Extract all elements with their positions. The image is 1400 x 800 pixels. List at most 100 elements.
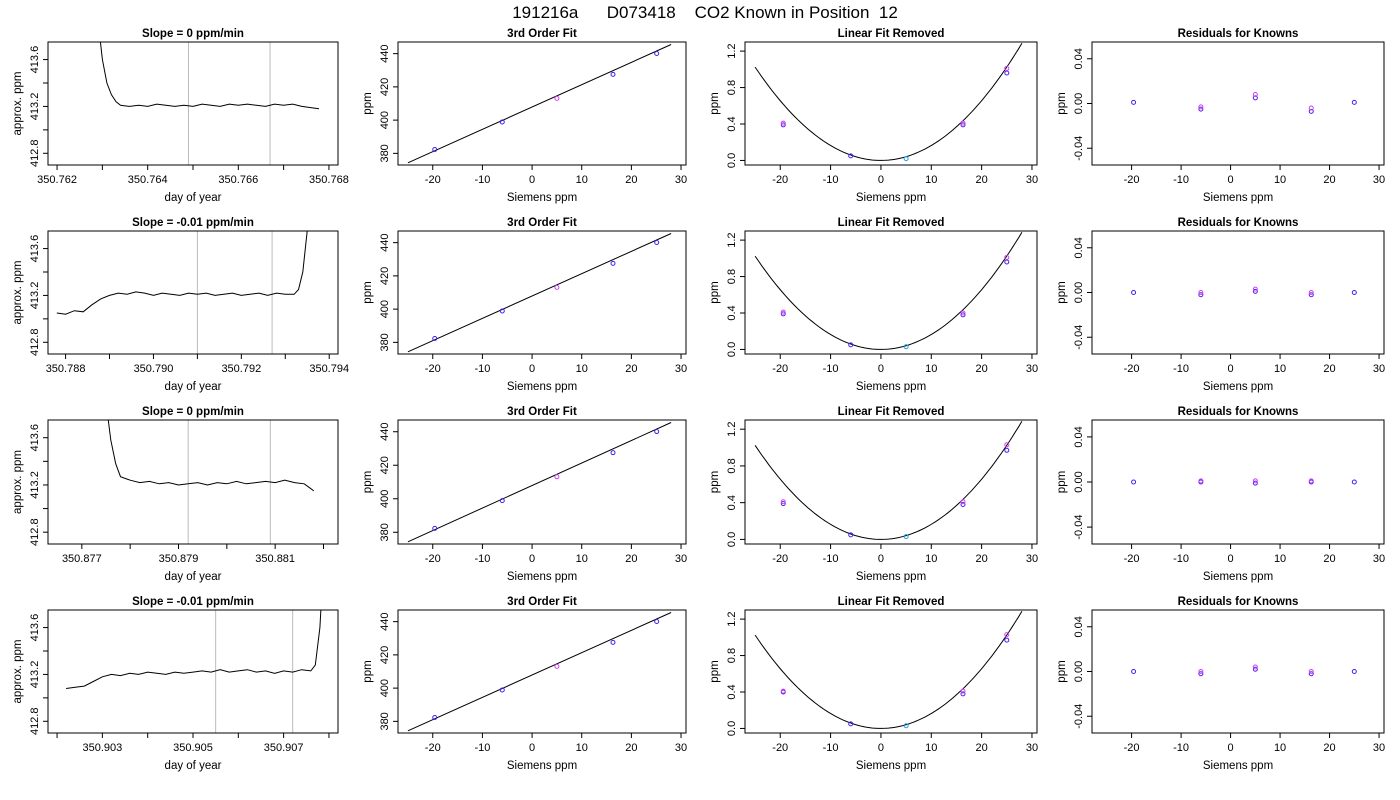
x-axis-label: Siemens ppm bbox=[1203, 192, 1273, 204]
y-tick-label: 380 bbox=[379, 333, 391, 351]
ppm-trace-line bbox=[99, 42, 320, 110]
panel-r4-c2: 3rd Order Fit -20 -10 0 10 20 30 Siemens ppm 380… bbox=[362, 596, 687, 772]
panel-title: Residuals for Knowns bbox=[1178, 28, 1299, 40]
x-tick-label: 30 bbox=[675, 363, 687, 375]
panel-frame bbox=[1091, 41, 1385, 166]
y-tick-label: 0.0 bbox=[726, 342, 738, 357]
x-axis-label: Siemens ppm bbox=[1203, 760, 1273, 772]
panel-title: Residuals for Knowns bbox=[1178, 596, 1299, 608]
x-axis: -20 -10 0 10 20 30 bbox=[772, 733, 1038, 754]
panel-r2-c3: Linear Fit Removed -20 -10 0 10 20 30 Siemens p… bbox=[709, 217, 1038, 393]
x-tick-label: 0 bbox=[529, 553, 535, 565]
x-tick-label: 30 bbox=[1026, 742, 1038, 754]
y-axis-label: ppm bbox=[362, 471, 374, 493]
y-tick-label: 0.4 bbox=[726, 684, 738, 699]
plot-area bbox=[1131, 664, 1357, 677]
point-known bbox=[1004, 259, 1010, 265]
point-known bbox=[432, 147, 438, 153]
plot-area bbox=[754, 232, 1023, 350]
x-tick-label: 20 bbox=[625, 363, 637, 375]
point-known bbox=[848, 153, 854, 159]
x-tick-label: 350.907 bbox=[264, 742, 304, 754]
y-axis: 0.0 0.4 0.8 1.2 bbox=[726, 611, 745, 736]
x-tick-label: 0 bbox=[529, 174, 535, 186]
x-tick-label: 20 bbox=[975, 742, 987, 754]
point-fit bbox=[960, 499, 966, 505]
panel-title: Slope = 0 ppm/min bbox=[142, 406, 244, 418]
x-axis: -20 -10 0 10 20 30 bbox=[1124, 733, 1385, 754]
panel-title: 3rd Order Fit bbox=[507, 406, 577, 418]
panel-frame bbox=[1091, 230, 1385, 355]
panel-r3-c4: Residuals for Knowns -20 -10 0 10 20 30 Siemens… bbox=[1056, 406, 1385, 583]
x-tick-label: 10 bbox=[1274, 742, 1286, 754]
ppm-trace-line bbox=[56, 231, 308, 315]
x-tick-label: -10 bbox=[1173, 742, 1189, 754]
y-axis-label: ppm bbox=[1056, 660, 1068, 682]
point-fit bbox=[960, 310, 966, 316]
point-known bbox=[1198, 292, 1204, 298]
y-tick-label: 413.2 bbox=[29, 93, 41, 121]
x-tick-label: 0 bbox=[529, 742, 535, 754]
point-fit bbox=[780, 120, 786, 126]
x-tick-label: 20 bbox=[1323, 742, 1335, 754]
panel-frame bbox=[744, 41, 1038, 166]
y-axis-label: ppm bbox=[709, 471, 721, 493]
panel-title: Slope = 0 ppm/min bbox=[142, 28, 244, 40]
x-axis-label: day of year bbox=[165, 381, 222, 393]
plot-area bbox=[754, 421, 1023, 540]
panel-frame bbox=[744, 419, 1038, 545]
x-tick-label: 0 bbox=[1228, 174, 1234, 186]
point-ref bbox=[903, 534, 909, 540]
point-known bbox=[432, 715, 438, 721]
x-tick-label: 10 bbox=[1274, 553, 1286, 565]
x-tick-label: -10 bbox=[823, 363, 839, 375]
x-tick-label: 20 bbox=[1323, 174, 1335, 186]
y-tick-label: 440 bbox=[379, 423, 391, 441]
y-tick-label: 0.00 bbox=[1073, 93, 1085, 114]
y-tick-label: 0.8 bbox=[726, 458, 738, 473]
y-tick-label: 0.04 bbox=[1073, 48, 1085, 69]
y-axis: 412.8 413.2 413.6 bbox=[29, 614, 48, 735]
x-tick-label: 30 bbox=[675, 174, 687, 186]
panel-title: Linear Fit Removed bbox=[838, 406, 945, 418]
panel-frame bbox=[397, 230, 687, 355]
y-axis: 380 400 420 440 bbox=[379, 612, 398, 731]
point-fit bbox=[1252, 286, 1258, 292]
x-axis-label: Siemens ppm bbox=[507, 760, 577, 772]
point-known bbox=[960, 691, 966, 697]
x-tick-label: 0 bbox=[1228, 553, 1234, 565]
x-tick-label: 20 bbox=[975, 174, 987, 186]
x-tick-label: -20 bbox=[425, 363, 441, 375]
panel-r2-c4: Residuals for Knowns -20 -10 0 10 20 30 Siemens… bbox=[1056, 217, 1385, 393]
point-known bbox=[654, 239, 660, 245]
x-axis-label: Siemens ppm bbox=[856, 381, 926, 393]
y-axis: 380 400 420 440 bbox=[379, 233, 398, 352]
point-known bbox=[610, 260, 616, 266]
x-tick-label: -10 bbox=[823, 174, 839, 186]
point-known bbox=[1252, 95, 1258, 101]
panel-r3-c1: Slope = 0 ppm/min 350.877 350.879 350.881 da… bbox=[12, 406, 339, 583]
y-tick-label: 413.6 bbox=[29, 424, 41, 452]
y-tick-label: 413.6 bbox=[29, 614, 41, 642]
y-tick-label: 0.8 bbox=[726, 269, 738, 284]
y-axis-label: ppm bbox=[1056, 471, 1068, 493]
point-fit bbox=[1252, 478, 1258, 484]
point-known bbox=[1004, 447, 1010, 453]
y-tick-label: 440 bbox=[379, 612, 391, 630]
y-tick-label: 420 bbox=[379, 267, 391, 285]
x-tick-label: 350.788 bbox=[46, 363, 86, 375]
panel-title: Linear Fit Removed bbox=[838, 596, 945, 608]
panel-r1-c3: Linear Fit Removed -20 -10 0 10 20 30 Siemens p… bbox=[709, 28, 1038, 204]
y-tick-label: 0.04 bbox=[1073, 426, 1085, 447]
y-tick-label: 420 bbox=[379, 78, 391, 96]
panel-r1-c2: 3rd Order Fit -20 -10 0 10 20 30 Siemens ppm 380… bbox=[362, 28, 687, 204]
y-axis: -0.04 0.00 0.04 bbox=[1073, 616, 1092, 729]
y-tick-label: 0.0 bbox=[726, 721, 738, 736]
point-known bbox=[1131, 479, 1137, 485]
y-tick-label: 0.8 bbox=[726, 648, 738, 663]
panel-title: 3rd Order Fit bbox=[507, 28, 577, 40]
x-tick-label: 10 bbox=[576, 174, 588, 186]
